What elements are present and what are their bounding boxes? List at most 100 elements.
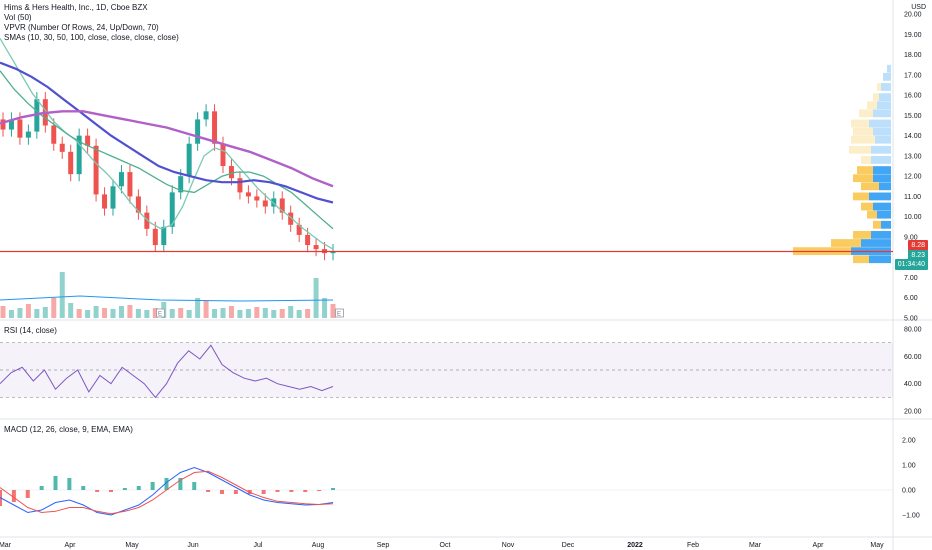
sma-100-line (0, 110, 334, 188)
vpvr-down-bar (831, 239, 861, 247)
volume-bar (254, 307, 260, 318)
price-axis-label: 9.00 (904, 234, 918, 241)
vpvr-up-bar (887, 64, 891, 73)
volume-bar (237, 310, 243, 318)
volume-bar (228, 306, 234, 318)
macd-histogram-bar (136, 486, 141, 490)
macd-histogram-bar (95, 490, 100, 492)
vpvr-up-bar (869, 192, 891, 201)
volume-bar (245, 309, 251, 318)
vpvr-up-bar (875, 135, 891, 144)
candle-body (17, 119, 23, 138)
macd-histogram-bar (11, 490, 16, 502)
volume-bar (279, 309, 285, 318)
vpvr-up-bar (883, 72, 891, 81)
candle-body (237, 178, 243, 193)
time-axis-label: Oct (440, 542, 451, 549)
price-axis-label: 15.00 (904, 113, 922, 120)
candle-body (51, 125, 57, 144)
macd-axis-label: 2.00 (902, 438, 916, 445)
macd-histogram-bar (275, 490, 280, 492)
vpvr-down-bar (859, 109, 873, 118)
volume-bar (152, 308, 158, 318)
price-axis-label: 7.00 (904, 275, 918, 282)
time-axis-label: Mar (749, 542, 762, 549)
vpvr-down-bar (861, 156, 871, 164)
macd-legend[interactable]: MACD (12, 26, close, 9, EMA, EMA) (4, 425, 133, 434)
macd-histogram-bar (303, 490, 308, 492)
volume-bar (25, 304, 31, 318)
vpvr-down-bar (853, 127, 873, 136)
candle-body (144, 212, 150, 229)
vpvr-up-bar (873, 109, 891, 118)
vpvr-down-bar (853, 174, 873, 183)
bar-countdown: 01:34:40 (894, 259, 928, 270)
macd-signal-line (0, 470, 334, 515)
vpvr-down-bar (851, 119, 869, 128)
macd-axis-label: 0.00 (902, 488, 916, 495)
candle-body (245, 192, 251, 197)
macd-histogram-bar (39, 486, 44, 490)
volume-bar (220, 308, 226, 318)
macd-histogram-bar (25, 490, 30, 498)
volume-bar (169, 309, 175, 318)
vpvr-down-bar (861, 202, 873, 211)
candle-body (68, 151, 74, 175)
rsi-axis-label: 60.00 (904, 354, 922, 361)
rsi-legend[interactable]: RSI (14, close) (4, 326, 57, 335)
volume-bar (305, 309, 311, 318)
macd-histogram-bar (178, 478, 183, 490)
price-axis-label: 12.00 (904, 174, 922, 181)
vpvr-up-bar (881, 83, 891, 91)
price-axis-label: 11.00 (904, 194, 921, 201)
macd-histogram-bar (317, 490, 322, 491)
macd-histogram-bar (206, 490, 211, 492)
vpvr-up-bar (873, 166, 891, 174)
macd-histogram-bar (81, 486, 86, 490)
earnings-marker-label: E (158, 312, 162, 318)
candle-body (135, 196, 141, 213)
candle-body (0, 119, 6, 130)
vpvr-down-bar (867, 210, 877, 219)
vpvr-up-bar (871, 145, 891, 154)
currency-label[interactable]: USD (911, 4, 926, 11)
vpvr-down-bar (857, 166, 873, 174)
vpvr-down-bar (853, 255, 869, 264)
candle-body (262, 200, 268, 207)
candle-body (110, 186, 116, 209)
symbol-legend[interactable]: Hims & Hers Health, Inc., 1D, Cboe BZX (4, 3, 148, 12)
time-axis-label: May (870, 542, 884, 549)
price-axis-label: 5.00 (904, 316, 918, 323)
candle-body (59, 143, 65, 152)
vpvr-down-bar (851, 135, 875, 144)
volume-bar (34, 309, 40, 318)
volume-bar (135, 309, 141, 318)
sma-legend[interactable]: SMAs (10, 30, 50, 100, close, close, clo… (4, 33, 179, 42)
time-axis-label: Nov (502, 542, 515, 549)
time-axis-label: Apr (65, 542, 77, 549)
volume-bar (68, 303, 74, 318)
volume-legend[interactable]: Vol (50) (4, 13, 32, 22)
volume-bar (296, 310, 302, 318)
vpvr-legend[interactable]: VPVR (Number Of Rows, 24, Up/Down, 70) (4, 23, 159, 32)
volume-bar (330, 304, 336, 318)
macd-histogram-bar (164, 478, 169, 490)
vpvr-up-bar (873, 202, 891, 211)
volume-bar (93, 306, 99, 318)
vpvr-up-bar (873, 174, 891, 183)
vpvr-up-bar (869, 119, 891, 128)
vpvr-down-bar (873, 93, 879, 102)
macd-histogram-bar (289, 490, 294, 492)
volume-bar (76, 309, 82, 318)
sma-10-line (0, 38, 334, 250)
vpvr-up-bar (861, 239, 891, 247)
volume-bar (288, 306, 294, 318)
earnings-marker-box (335, 308, 344, 318)
vpvr-up-bar (881, 220, 891, 229)
time-axis-label: Mar (0, 542, 12, 549)
candle-body (8, 119, 14, 130)
candle-body (169, 192, 175, 227)
volume-bar (322, 298, 328, 318)
candle-body (186, 143, 192, 177)
macd-histogram-bar (261, 490, 266, 494)
